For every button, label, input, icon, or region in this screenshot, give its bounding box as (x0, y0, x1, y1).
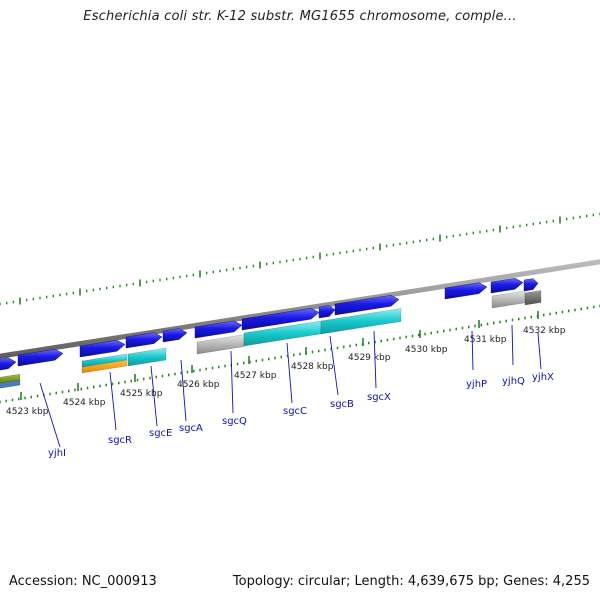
gene-label[interactable]: sgcX (367, 392, 391, 403)
callout-line (471, 330, 474, 371)
gene-label[interactable]: sgcE (149, 428, 172, 439)
sgcQ-pseudo-block[interactable] (196, 334, 245, 355)
kbp-label: 4532 kbp (523, 326, 566, 336)
callout-line (150, 365, 158, 427)
gene-label[interactable]: sgcQ (222, 416, 247, 427)
sgcQ-gene-arrow[interactable] (194, 320, 243, 339)
gene-label[interactable]: sgcR (108, 435, 132, 446)
sgcA-gene-arrow[interactable] (162, 328, 188, 343)
gene-label[interactable]: yjhX (532, 372, 554, 383)
yjhX-gene-arrow[interactable] (523, 278, 539, 292)
outer-tick-ruler (0, 212, 600, 306)
yjhP-gene-arrow[interactable] (444, 282, 488, 300)
map-title: Escherichia coli str. K-12 substr. MG165… (83, 9, 517, 24)
yjhI-gene-arrow[interactable] (17, 348, 64, 367)
gene-label[interactable]: sgcA (179, 423, 203, 434)
callout-line (39, 382, 61, 448)
accession-label: Accession: NC_000913 (9, 574, 157, 589)
gene-label[interactable]: sgcB (330, 399, 354, 410)
callout-line (180, 359, 187, 422)
callout-line (511, 324, 514, 366)
sgcB-small-arrow[interactable] (318, 305, 336, 319)
callout-line (373, 330, 377, 389)
chromosome-backbone (0, 259, 600, 359)
yjhI-partial-arrow[interactable] (0, 357, 17, 371)
callout-line (109, 371, 117, 431)
kbp-label: 4525 kbp (120, 389, 163, 399)
callout-line (230, 350, 234, 414)
kbp-label: 4527 kbp (234, 371, 277, 381)
callout-line (286, 342, 293, 404)
yjhQ-gene-arrow[interactable] (490, 278, 524, 294)
kbp-label: 4523 kbp (6, 407, 49, 417)
gene-label-layer[interactable]: yjhI sgcR sgcE sgcA sgcQ sgcC sgcB sgcX yjhP yjhQ… (39, 324, 554, 459)
gene-label[interactable]: yjhQ (502, 376, 525, 387)
sgcR-gene-arrow[interactable] (79, 339, 126, 358)
gene-label[interactable]: yjhI (48, 448, 66, 459)
yjhX-dark-block[interactable] (524, 290, 542, 306)
callout-line (537, 332, 542, 370)
kbp-label: 4528 kbp (291, 362, 334, 372)
kbp-label: 4530 kbp (405, 345, 448, 355)
kbp-label: 4529 kbp (348, 353, 391, 363)
sgcE-gene-arrow[interactable] (125, 332, 163, 349)
inner-tick-ruler: 4523 kbp 4524 kbp 4525 kbp 4526 kbp 4527 kbp… (0, 304, 600, 417)
gene-label[interactable]: yjhP (466, 379, 487, 390)
kbp-label: 4531 kbp (464, 335, 507, 345)
callout-line (329, 335, 339, 396)
yjhI-steel-feature[interactable] (0, 379, 21, 389)
sgcE-cds-block[interactable] (127, 347, 167, 367)
feature-track[interactable] (0, 278, 542, 389)
sgcC-gene-arrow[interactable] (241, 307, 320, 331)
gene-label[interactable]: sgcC (283, 406, 307, 417)
sgcR-orange-block[interactable] (81, 359, 128, 374)
kbp-label: 4524 kbp (63, 398, 106, 408)
yjhQ-pseudo-block[interactable] (491, 290, 526, 309)
kbp-label: 4526 kbp (177, 380, 220, 390)
topology-label: Topology: circular; Length: 4,639,675 bp… (232, 574, 590, 589)
sgcB-gene-arrow[interactable] (334, 295, 400, 316)
sgcB-cds-block[interactable] (320, 308, 402, 335)
